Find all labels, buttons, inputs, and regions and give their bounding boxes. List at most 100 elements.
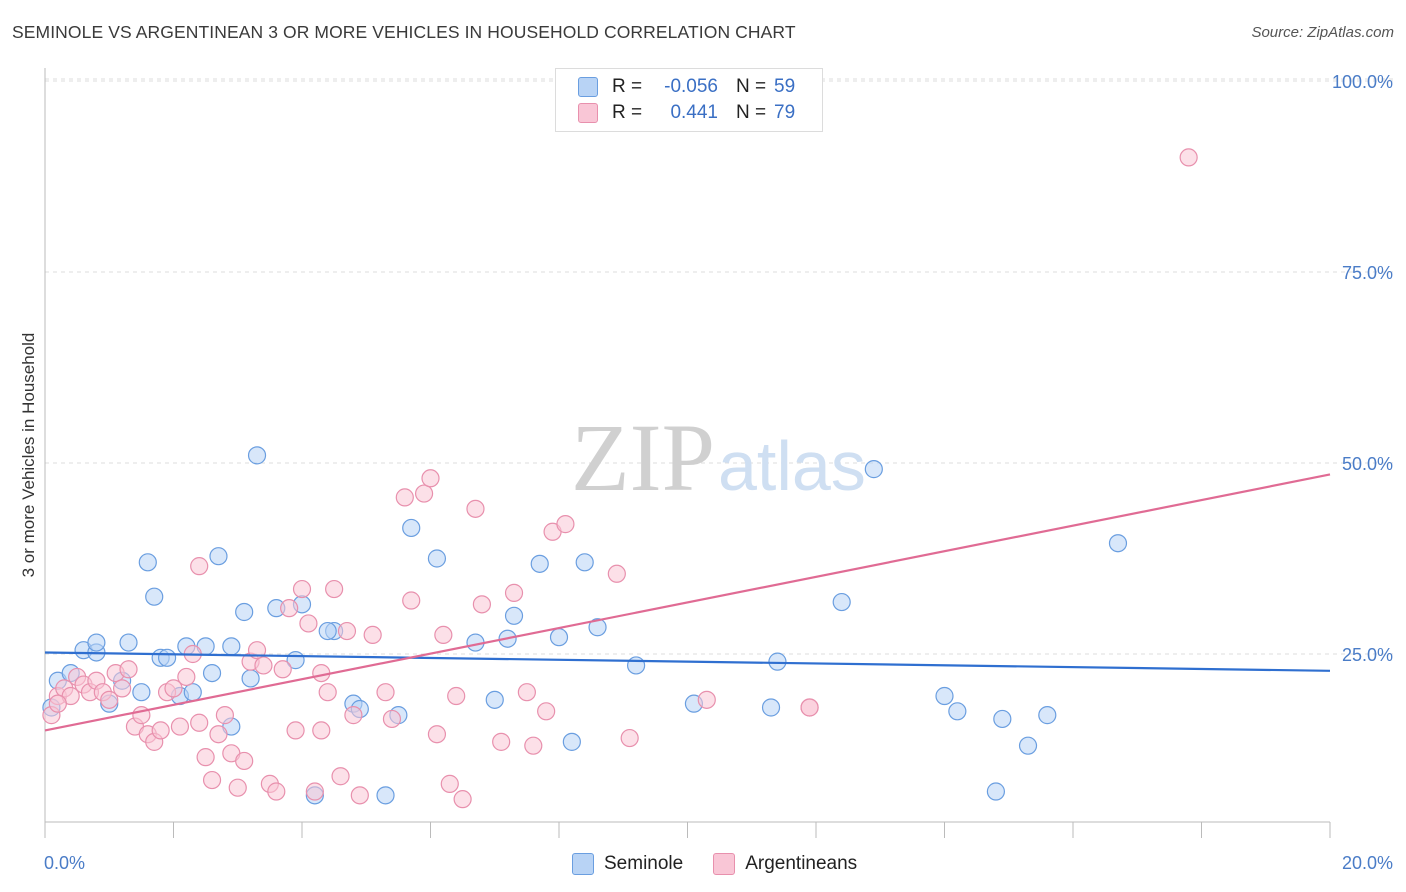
y-tick-label: 25.0% (1342, 645, 1393, 665)
legend-seminole-label: Seminole (604, 853, 684, 874)
data-point (537, 702, 556, 721)
data-point (132, 683, 151, 702)
legend-argentineans-label: Argentineans (745, 853, 858, 874)
data-point (549, 628, 569, 647)
y-tick-labels: 25.0% 50.0% 75.0% 100.0% (1332, 72, 1393, 665)
legend-n-label: N = (736, 76, 767, 97)
data-point (48, 694, 67, 713)
data-point (607, 564, 626, 583)
data-point (235, 751, 254, 771)
data-point (697, 690, 716, 709)
data-point (325, 579, 344, 599)
legend-r-label: R = (612, 102, 643, 123)
data-point (504, 606, 524, 625)
data-point (145, 587, 164, 606)
data-point (556, 515, 575, 534)
chart-title: SEMINOLE VS ARGENTINEAN 3 OR MORE VEHICL… (12, 22, 796, 42)
data-point (318, 683, 337, 702)
data-point (222, 637, 241, 656)
data-point (151, 721, 170, 740)
data-point (993, 709, 1012, 729)
data-point (376, 786, 395, 805)
chart-source: Source: ZipAtlas.com (1251, 24, 1394, 41)
data-point (427, 549, 447, 568)
data-point (267, 782, 286, 801)
axes (44, 68, 1331, 838)
data-point (318, 621, 337, 641)
trend-lines (44, 473, 1331, 732)
data-point (434, 625, 453, 645)
data-point (447, 686, 466, 706)
argentinean-points (42, 148, 1198, 809)
argentinean-swatch (713, 853, 736, 875)
data-point (190, 557, 209, 576)
legend-r-value: 0.441 (670, 102, 718, 123)
data-point (100, 690, 119, 709)
data-point (935, 686, 954, 706)
data-point (948, 702, 967, 721)
data-point (768, 652, 787, 671)
data-point (382, 709, 402, 729)
data-point (202, 663, 222, 683)
data-point (524, 736, 543, 755)
data-point (350, 786, 369, 805)
data-point (190, 713, 209, 732)
data-point (164, 679, 183, 698)
data-point (247, 446, 267, 465)
data-point (196, 748, 215, 767)
legend-n-value: 59 (774, 76, 796, 97)
data-point (292, 579, 312, 599)
data-point (588, 618, 607, 637)
legend-r-label: R = (612, 76, 643, 97)
legend-row-seminole: R = -0.056 N = 59 (578, 74, 795, 100)
data-point (112, 679, 132, 698)
data-point (209, 547, 228, 566)
data-point (575, 553, 594, 572)
data-point (832, 592, 851, 612)
watermark-atlas: atlas (718, 427, 866, 505)
data-point (202, 770, 222, 790)
data-point (273, 660, 292, 679)
legend-n-value: 79 (774, 102, 796, 123)
data-point (299, 614, 318, 633)
argentinean-swatch (578, 103, 598, 123)
data-point (170, 717, 190, 736)
y-tick-label: 100.0% (1332, 72, 1393, 92)
data-point (241, 669, 260, 688)
data-point (235, 602, 254, 622)
data-point (312, 721, 331, 740)
legend-r-value: -0.056 (664, 76, 718, 97)
data-point (440, 774, 459, 793)
data-point (517, 683, 536, 702)
legend-row-argentinean: R = 0.441 N = 79 (578, 100, 795, 126)
data-point (504, 583, 524, 602)
y-axis-label: 3 or more Vehicles in Household (19, 333, 38, 578)
data-point (215, 706, 234, 725)
data-point (376, 683, 395, 702)
data-point (986, 782, 1006, 801)
data-point (183, 683, 202, 702)
data-point (427, 725, 447, 744)
data-point (87, 633, 106, 652)
y-tick-label: 75.0% (1342, 263, 1393, 283)
data-point (1018, 736, 1038, 755)
data-point (395, 488, 414, 507)
data-point (421, 469, 440, 488)
data-point (472, 595, 491, 614)
y-tick-label: 50.0% (1342, 454, 1393, 474)
legend-n-label: N = (736, 102, 767, 123)
data-point (466, 499, 485, 518)
data-point (228, 778, 247, 797)
data-point (1179, 148, 1198, 167)
data-point (337, 621, 357, 641)
data-point (344, 706, 363, 725)
data-point (402, 591, 421, 610)
data-point (485, 690, 504, 709)
legend-item-argentineans: Argentineans (713, 853, 857, 875)
data-point (414, 484, 434, 503)
data-point (800, 698, 819, 717)
watermark-zip: ZIP (571, 404, 715, 511)
data-point (363, 625, 382, 645)
data-point (177, 667, 196, 687)
data-point (119, 660, 138, 679)
